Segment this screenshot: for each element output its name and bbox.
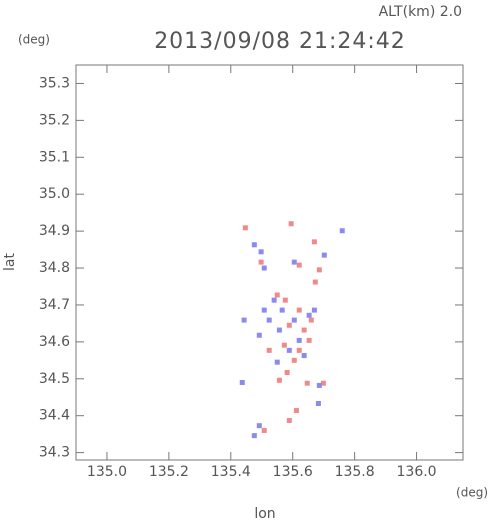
data-point — [291, 357, 297, 363]
y-tick-label: 34.9 — [39, 223, 70, 239]
data-point — [274, 292, 280, 298]
data-point — [312, 279, 318, 285]
data-point — [296, 307, 302, 313]
y-tick-label: 34.6 — [39, 334, 70, 350]
x-tick-label: 135.2 — [149, 464, 189, 480]
data-point — [296, 262, 302, 268]
x-tick-label: 135.4 — [211, 464, 251, 480]
y-tick-label: 34.8 — [39, 260, 70, 276]
data-point — [282, 297, 288, 303]
data-point — [293, 408, 299, 414]
data-point — [316, 267, 322, 273]
y-tick-label: 35.2 — [39, 112, 70, 128]
data-point — [261, 427, 267, 433]
data-point — [291, 317, 297, 323]
y-tick-label: 34.5 — [39, 371, 70, 387]
data-point — [306, 337, 312, 343]
data-point — [256, 423, 262, 429]
data-point — [321, 252, 327, 258]
y-tick-label: 35.3 — [39, 75, 70, 91]
data-point — [251, 242, 257, 248]
y-tick-label: 35.0 — [39, 186, 70, 202]
data-point — [276, 377, 282, 383]
data-point — [304, 380, 310, 386]
plot-frame — [75, 64, 464, 461]
x-tick-label: 135.8 — [335, 464, 375, 480]
data-point — [266, 347, 272, 353]
data-point — [261, 265, 267, 271]
y-axis-label: lat — [2, 253, 18, 271]
data-point — [239, 379, 245, 385]
y-tick-label: 34.7 — [39, 297, 70, 313]
data-point — [311, 307, 317, 313]
y-tick-label: 34.4 — [39, 408, 70, 424]
data-point — [286, 322, 292, 328]
data-point — [339, 228, 345, 234]
data-point — [301, 353, 307, 359]
data-point — [296, 337, 302, 343]
x-axis-label: lon — [254, 506, 275, 521]
data-point — [306, 312, 312, 318]
data-point — [311, 239, 317, 245]
x-tick-label: 135.0 — [87, 464, 127, 480]
data-point — [291, 259, 297, 265]
y-tick-label: 34.3 — [39, 445, 70, 461]
data-point — [258, 259, 264, 265]
x-tick-label: 135.6 — [273, 464, 313, 480]
x-unit: (deg) — [456, 486, 488, 500]
altitude-label: ALT(km) 2.0 — [379, 4, 462, 20]
data-point — [316, 382, 322, 388]
y-tick-label: 35.1 — [39, 149, 70, 165]
data-point — [296, 347, 302, 353]
y-unit: (deg) — [18, 33, 50, 47]
data-point — [284, 370, 290, 376]
data-point — [301, 327, 307, 333]
data-point — [286, 418, 292, 423]
data-point — [241, 317, 247, 323]
data-point — [276, 327, 282, 333]
data-point — [274, 359, 280, 365]
data-point — [315, 401, 321, 407]
data-point — [288, 221, 294, 227]
data-point — [286, 347, 292, 353]
data-point — [242, 225, 248, 231]
data-point — [266, 317, 272, 323]
data-point — [320, 380, 326, 386]
data-point — [261, 307, 267, 313]
x-tick-label: 136.0 — [397, 464, 437, 480]
data-point — [251, 433, 257, 439]
data-point — [256, 332, 262, 338]
data-point — [258, 249, 264, 255]
data-point — [271, 297, 277, 303]
data-point — [281, 342, 287, 348]
chart-title: 2013/09/08 21:24:42 — [154, 29, 406, 54]
data-point — [308, 317, 314, 323]
data-point — [279, 307, 285, 313]
